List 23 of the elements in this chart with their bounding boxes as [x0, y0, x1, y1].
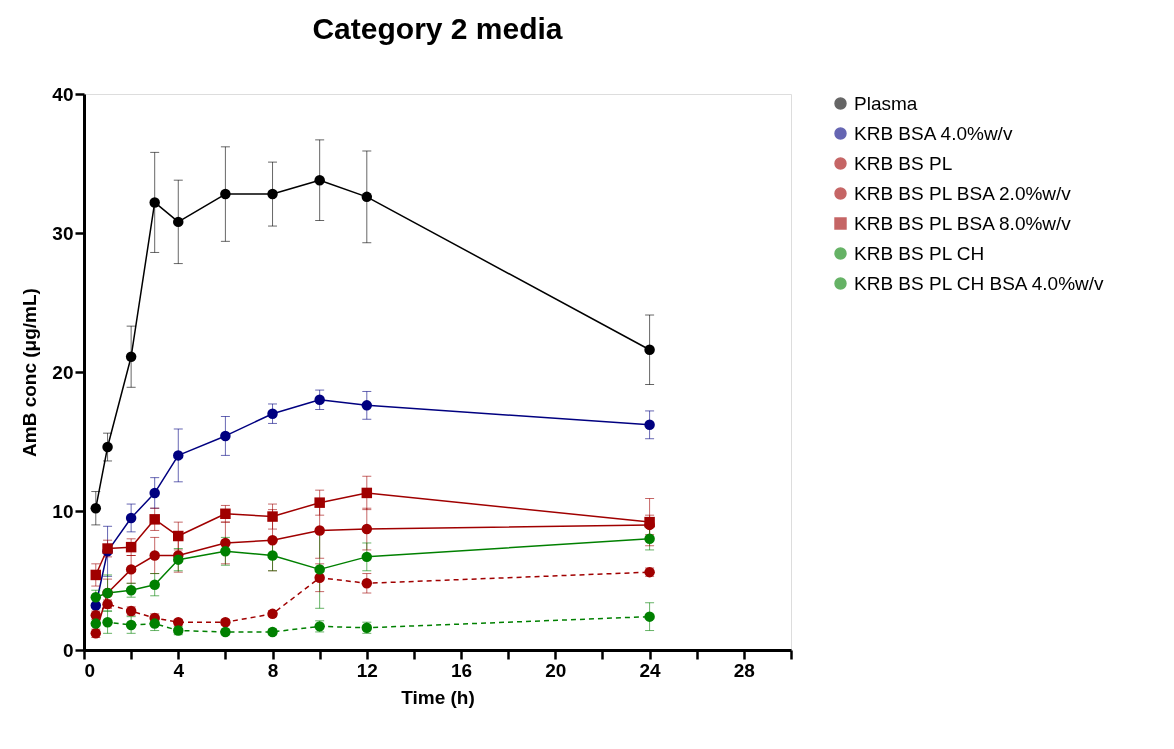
y-tick-label: 30: [52, 222, 74, 244]
x-tick-label: 20: [545, 659, 567, 681]
legend-label: KRB BS PL BSA 8.0%w/v: [854, 212, 1072, 234]
legend-label: KRB BS PL BSA 2.0%w/v: [854, 182, 1072, 204]
y-axis-title: AmB conc (μg/mL): [19, 288, 41, 457]
x-tick-label: 8: [267, 659, 279, 681]
y-tick-label: 10: [52, 500, 74, 522]
y-tick-label: 0: [62, 639, 74, 661]
y-tick-label: 20: [52, 361, 74, 383]
legend-label: KRB BS PL: [854, 152, 953, 174]
legend-label: KRB BS PL CH BSA 4.0%w/v: [854, 272, 1105, 294]
chart-title: Category 2 media: [312, 12, 563, 45]
x-tick-label: 28: [733, 659, 755, 681]
legend-label: KRB BSA 4.0%w/v: [854, 122, 1013, 144]
legend-label: Plasma: [854, 92, 918, 114]
x-tick-label: 12: [356, 659, 378, 681]
x-tick-label: 0: [84, 659, 96, 681]
y-tick-label: 40: [52, 83, 74, 105]
legend-label: KRB BS PL CH: [854, 242, 985, 264]
x-tick-label: 24: [639, 659, 662, 681]
x-tick-label: 4: [173, 659, 185, 681]
x-axis-title: Time (h): [401, 686, 475, 708]
x-tick-label: 16: [451, 659, 473, 681]
